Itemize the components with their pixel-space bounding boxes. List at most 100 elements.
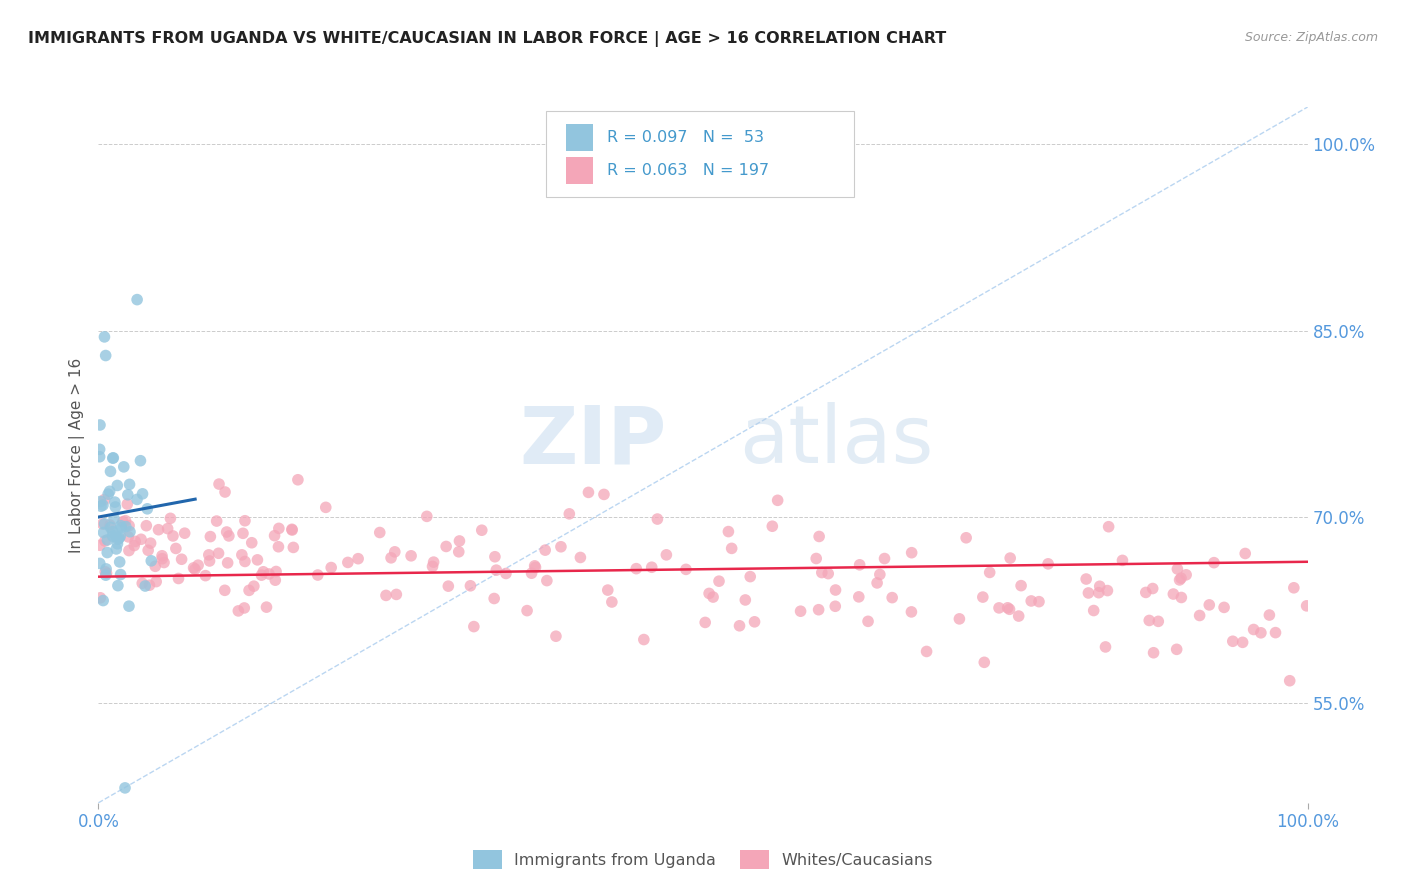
Point: [647, 512, 669, 526]
Point: [1243, 623, 1265, 637]
Point: [534, 543, 557, 558]
Legend: Immigrants from Uganda, Whites/Caucasians: Immigrants from Uganda, Whites/Caucasian…: [467, 844, 939, 875]
Point: [817, 566, 839, 581]
Point: [281, 522, 304, 536]
Point: [1010, 579, 1032, 593]
Point: [641, 560, 664, 574]
Point: [228, 604, 250, 618]
Point: [100, 520, 122, 534]
Point: [150, 551, 173, 566]
Point: [1166, 642, 1188, 657]
Point: [105, 541, 128, 556]
Point: [93, 525, 115, 540]
Point: [1077, 586, 1099, 600]
Point: [848, 558, 870, 572]
Point: [1111, 553, 1133, 567]
Point: [110, 520, 132, 534]
Point: [900, 546, 922, 560]
Point: [243, 579, 266, 593]
Point: [1142, 582, 1164, 596]
Point: [368, 525, 391, 540]
Point: [104, 528, 127, 542]
Point: [1278, 673, 1301, 688]
Point: [973, 656, 995, 670]
Point: [214, 583, 236, 598]
Point: [205, 514, 228, 528]
Point: [544, 629, 567, 643]
Point: [198, 554, 221, 568]
FancyBboxPatch shape: [567, 157, 593, 184]
Point: [118, 524, 141, 539]
Point: [118, 599, 141, 614]
Point: [187, 558, 209, 573]
Point: [233, 514, 256, 528]
Point: [1098, 519, 1121, 533]
Point: [97, 487, 120, 501]
Point: [744, 615, 766, 629]
Point: [1222, 634, 1244, 648]
Point: [1163, 587, 1185, 601]
Point: [307, 568, 329, 582]
Point: [806, 551, 828, 566]
Point: [131, 487, 153, 501]
Point: [471, 523, 494, 537]
Point: [264, 565, 287, 579]
Point: [1088, 579, 1111, 593]
Point: [1170, 571, 1192, 585]
Point: [141, 554, 163, 568]
Point: [1019, 594, 1042, 608]
Point: [198, 548, 221, 562]
Point: [520, 566, 543, 581]
Point: [117, 530, 139, 544]
Point: [524, 560, 547, 574]
Point: [702, 590, 724, 604]
Point: [1137, 614, 1160, 628]
Point: [375, 588, 398, 602]
Point: [789, 604, 811, 618]
Point: [955, 531, 977, 545]
Point: [988, 600, 1011, 615]
Point: [600, 595, 623, 609]
Point: [173, 526, 195, 541]
Point: [281, 523, 304, 537]
Point: [385, 587, 408, 601]
Point: [263, 529, 285, 543]
Point: [103, 450, 125, 465]
Point: [156, 522, 179, 536]
Point: [380, 550, 402, 565]
Point: [740, 569, 762, 583]
Point: [107, 579, 129, 593]
Point: [437, 579, 460, 593]
Point: [1142, 646, 1164, 660]
Point: [264, 573, 287, 587]
Point: [233, 554, 256, 568]
Point: [135, 518, 157, 533]
Point: [873, 551, 896, 566]
Point: [824, 599, 846, 614]
Point: [170, 552, 193, 566]
Point: [96, 566, 118, 581]
Point: [1076, 572, 1098, 586]
Point: [98, 518, 121, 533]
Point: [94, 562, 117, 576]
Point: [596, 583, 619, 598]
Point: [250, 568, 273, 582]
Point: [550, 540, 572, 554]
Point: [252, 565, 274, 579]
Point: [93, 516, 115, 531]
Point: [183, 561, 205, 575]
Point: [104, 500, 127, 514]
Point: [129, 533, 152, 547]
Point: [811, 566, 834, 580]
Point: [207, 546, 229, 560]
Point: [720, 541, 742, 556]
Point: [94, 349, 117, 363]
Point: [98, 484, 121, 499]
Point: [96, 545, 118, 559]
Point: [484, 549, 506, 564]
Text: R = 0.097   N =  53: R = 0.097 N = 53: [607, 130, 765, 145]
Point: [200, 530, 222, 544]
Point: [104, 495, 127, 509]
Point: [979, 566, 1001, 580]
Point: [257, 566, 280, 581]
